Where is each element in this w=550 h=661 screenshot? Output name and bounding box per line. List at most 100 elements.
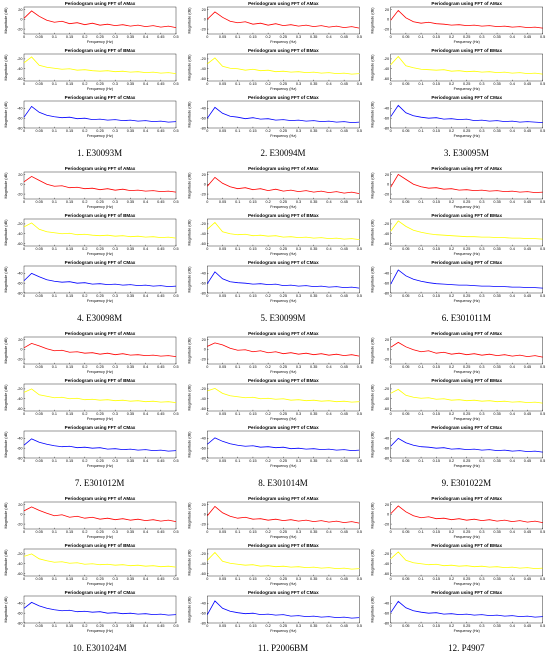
x-tick-label: 0.25 (280, 624, 287, 628)
y-tick-label: -20 (17, 357, 23, 361)
x-tick-label: 0.1 (418, 35, 423, 39)
x-tick-label: 0.45 (340, 459, 347, 463)
x-tick-label: 0.05 (219, 412, 226, 416)
y-tick-label: -80 (200, 291, 206, 295)
x-tick-label: 0.35 (493, 624, 500, 628)
x-tick-label: 0.25 (96, 412, 103, 416)
x-tick-label: 0.3 (479, 459, 484, 463)
x-tick-label: 0.5 (357, 459, 362, 463)
x-tick-label: 0.45 (157, 129, 164, 133)
subplot-title: Periodogram using FFT of BMax (65, 213, 136, 218)
x-tick-label: 0.5 (173, 294, 178, 298)
x-tick-label: 0.5 (173, 247, 178, 251)
y-tick-label: -40 (384, 437, 390, 441)
x-tick-label: 0.35 (127, 35, 134, 39)
x-tick-label: 0 (206, 577, 208, 581)
x-tick-label: 0.2 (82, 459, 87, 463)
x-tick-label: 0.35 (127, 129, 134, 133)
y-tick-label: -60 (384, 407, 390, 411)
x-tick-label: 0 (23, 365, 25, 369)
x-tick-label: 0.4 (510, 82, 515, 86)
x-tick-label: 0.3 (296, 200, 301, 204)
x-tick-label: 0.35 (127, 530, 134, 534)
plot-area (390, 53, 543, 82)
y-tick-label: -20 (200, 387, 206, 391)
x-axis-label: Frequency (Hz) (454, 535, 481, 539)
plot-area (23, 548, 177, 577)
x-tick-label: 0.2 (265, 82, 270, 86)
periodogram-line (390, 600, 543, 618)
plot-area (207, 383, 360, 412)
x-tick-label: 0.1 (235, 35, 240, 39)
x-tick-label: 0.35 (493, 247, 500, 251)
periodogram-line (390, 104, 543, 123)
x-tick-label: 0.4 (510, 365, 515, 369)
x-tick-label: 0.1 (235, 82, 240, 86)
subplot-title: Periodogram using FFT of AMax (431, 496, 502, 501)
x-tick-label: 0.05 (402, 624, 409, 628)
x-tick-label: 0.5 (173, 577, 178, 581)
x-tick-label: 0.1 (418, 365, 423, 369)
x-tick-label: 0.25 (280, 129, 287, 133)
panel-caption: 10. E301024M (73, 643, 127, 653)
x-tick-label: 0.1 (418, 412, 423, 416)
y-tick-label: -60 (200, 446, 206, 450)
x-tick-label: 0.15 (66, 624, 73, 628)
y-tick-label: 0 (204, 183, 206, 187)
x-tick-label: 0.4 (143, 530, 148, 534)
y-tick-label: -20 (384, 192, 390, 196)
y-tick-label: -20 (200, 552, 206, 556)
x-tick-label: 0 (206, 459, 208, 463)
x-tick-label: 0.3 (296, 577, 301, 581)
periodogram-line (206, 600, 360, 619)
x-axis-label: Frequency (Hz) (270, 40, 297, 44)
x-tick-label: 0.45 (340, 577, 347, 581)
x-tick-label: 0.05 (219, 35, 226, 39)
x-tick-label: 0.25 (96, 365, 103, 369)
x-tick-label: 0.5 (173, 200, 178, 204)
x-tick-label: 0.45 (340, 412, 347, 416)
x-tick-label: 0 (390, 35, 392, 39)
plot-area (207, 430, 360, 459)
y-tick-label: -40 (384, 232, 390, 236)
plot-area (390, 501, 543, 530)
x-axis-label: Frequency (Hz) (270, 205, 297, 209)
x-tick-label: 0.2 (449, 129, 454, 133)
x-tick-label: 0.5 (357, 35, 362, 39)
subplot-title: Periodogram using FFT of BMax (65, 378, 136, 383)
y-axis-label: Magnitude (dB) (4, 219, 8, 246)
x-tick-label: 0.45 (340, 624, 347, 628)
periodogram-line (23, 56, 177, 75)
x-tick-label: 0.4 (510, 35, 515, 39)
subplot-title: Periodogram using FFT of CMax (431, 590, 502, 595)
x-tick-label: 0.15 (249, 459, 256, 463)
x-tick-label: 0.5 (357, 247, 362, 251)
y-tick-label: 0 (20, 183, 22, 187)
subplot-title: Periodogram using FFT of BMax (431, 48, 502, 53)
y-tick-label: -20 (200, 192, 206, 196)
x-tick-label: 0.5 (357, 624, 362, 628)
x-tick-label: 0.1 (418, 129, 423, 133)
x-tick-label: 0.1 (52, 35, 57, 39)
periodogram-line (23, 10, 177, 29)
plot-area (390, 218, 543, 247)
x-tick-label: 0.3 (479, 200, 484, 204)
x-tick-label: 0.05 (219, 365, 226, 369)
x-tick-label: 0.05 (36, 82, 43, 86)
x-tick-label: 0.2 (449, 577, 454, 581)
x-tick-label: 0.1 (418, 459, 423, 463)
y-axis-label: Magnitude (dB) (4, 337, 8, 364)
panel-caption: 4. E30098M (77, 313, 122, 323)
x-tick-label: 0.2 (82, 530, 87, 534)
x-axis-label: Frequency (Hz) (454, 40, 481, 44)
x-tick-label: 0.05 (36, 530, 43, 534)
x-axis-label: Frequency (Hz) (87, 417, 114, 421)
x-tick-label: 0.5 (173, 35, 178, 39)
y-tick-label: -20 (200, 522, 206, 526)
x-tick-label: 0.25 (96, 82, 103, 86)
x-tick-label: 0.15 (433, 129, 440, 133)
x-tick-label: 0.15 (66, 412, 73, 416)
y-tick-label: -20 (200, 222, 206, 226)
x-tick-label: 0.5 (357, 200, 362, 204)
x-tick-label: 0.45 (157, 459, 164, 463)
